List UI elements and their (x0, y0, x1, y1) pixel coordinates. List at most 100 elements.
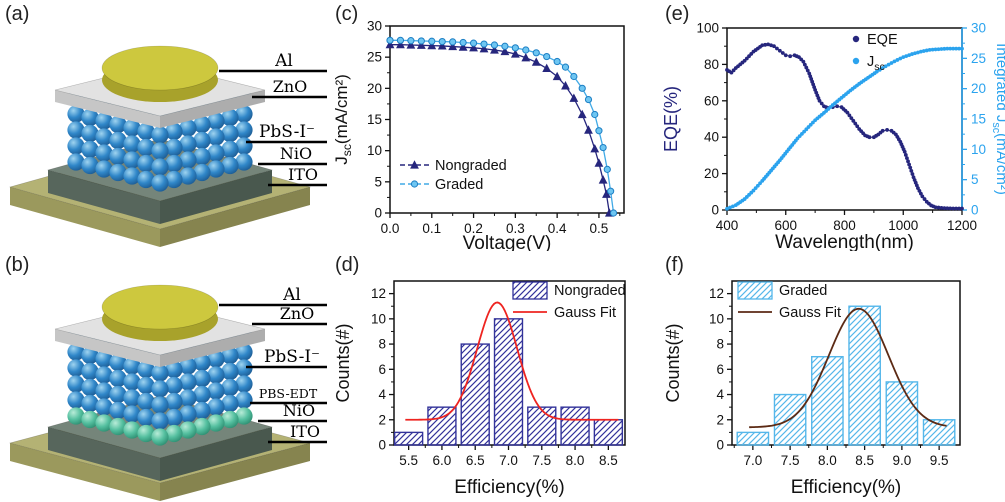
layer-callout: Al (219, 51, 327, 73)
marker (396, 39, 405, 49)
bar (527, 406, 557, 446)
marker (385, 39, 395, 49)
y-tick-label: 12 (709, 286, 724, 301)
layer-label: Al (274, 51, 293, 71)
panel-b: (b) Al ZnO PbS-I⁻ PBS-EDT NiO ITO (0, 251, 330, 502)
legend-label: Gauss Fit (554, 305, 616, 321)
marker (427, 40, 437, 50)
marker (584, 95, 593, 104)
layer-callout: ITO (268, 422, 327, 444)
layer-label: ITO (290, 422, 320, 441)
layer-label: ZnO (280, 304, 315, 323)
legend-label: Gauss Fit (779, 305, 841, 321)
layer-callout: ITO (268, 165, 327, 187)
layer-callout: ZnO (252, 77, 327, 99)
gauss-fit-curve (405, 301, 619, 421)
legend-entry-bars: Nongraded (512, 281, 626, 300)
legend-entry-graded: Graded (400, 177, 483, 193)
marker (570, 72, 578, 81)
series-eqe (725, 42, 964, 211)
x-axis-label: Efficiency(%) (791, 477, 902, 498)
marker (603, 165, 611, 173)
marker (609, 209, 618, 217)
y-tick-label: 40 (704, 130, 719, 145)
x-tick-label: 0.5 (590, 221, 609, 236)
bar (560, 406, 590, 446)
y-tick-label: 12 (371, 286, 386, 301)
marker (490, 41, 499, 49)
bar (811, 355, 844, 446)
marker (510, 49, 520, 58)
schematic-a: Al ZnO PbS-I⁻ NiO ITO (8, 45, 327, 247)
legend-entry-bars: Graded (737, 281, 827, 300)
panel-f: (f) 7.0 7.5 8.0 8.5 9.0 9.5 0 2 4 6 8 10 12 Efficienc… (660, 251, 1005, 502)
marker (595, 127, 603, 135)
x-tick-label: 9.0 (892, 453, 911, 468)
y-tick-label: 0 (716, 438, 724, 453)
x-tick-label: 600 (774, 218, 797, 233)
marker (410, 160, 419, 169)
bar (493, 318, 524, 446)
bar (460, 343, 490, 446)
marker (599, 143, 607, 152)
marker (511, 44, 519, 52)
chart-c: 0.0 0.1 0.2 0.3 0.4 0.5 0 5 10 15 20 25 30 Voltage(V)… (332, 19, 625, 251)
marker (410, 180, 419, 188)
legend-label: Jsc (867, 54, 885, 73)
panel-tag-c: (c) (335, 3, 359, 25)
y-tick-label: 0 (374, 206, 382, 221)
bar (885, 381, 919, 446)
marker (501, 42, 509, 50)
marker (459, 38, 467, 47)
chart-f: 7.0 7.5 8.0 8.5 9.0 9.5 0 2 4 6 8 10 12 Efficiency(%)… (663, 280, 961, 498)
x-tick-label: 800 (833, 218, 856, 233)
marker (602, 189, 611, 198)
marker (591, 110, 599, 119)
panel-e: (e) 400 600 800 1000 1200 0 20 40 60 80 100 0 5 10 15 2… (660, 0, 1005, 251)
layer-callout: Al (219, 285, 327, 307)
y-tick-label: 2 (378, 412, 386, 427)
layer-callout: NiO (258, 144, 327, 166)
marker (386, 36, 394, 44)
y-tick-label: 4 (378, 387, 386, 402)
y-tick-label: 6 (378, 362, 386, 377)
legend-label: Graded (779, 283, 827, 299)
marker (396, 36, 405, 44)
legend-entry-nongraded: Nongraded (400, 158, 507, 174)
marker (594, 158, 604, 167)
bar (848, 305, 881, 446)
marker (543, 52, 551, 61)
layer-label: ITO (288, 165, 318, 184)
legend-label: Nongraded (435, 158, 507, 174)
marker (561, 81, 570, 90)
y-axis-label: Counts(#) (333, 323, 353, 402)
y-axis-label-left: EQE(%) (661, 86, 681, 152)
y-tick-label: 100 (696, 21, 719, 36)
legend-label: Nongraded (554, 283, 626, 299)
y-tick-label: 10 (367, 143, 382, 158)
marker (569, 93, 579, 102)
marker (500, 46, 510, 56)
layer-label: NiO (280, 144, 312, 163)
x-tick-label: 1200 (947, 218, 977, 233)
marker (552, 71, 562, 81)
y-tick-label: 5 (374, 174, 382, 189)
layer-label: NiO (283, 401, 315, 420)
legend-label: Graded (435, 177, 483, 193)
y-tick-label: 0 (971, 203, 979, 218)
marker (522, 46, 530, 54)
layer-callout: NiO (258, 401, 327, 423)
x-tick-label: 0.4 (548, 221, 567, 236)
y-tick-label: 10 (709, 311, 724, 326)
marker (542, 63, 552, 72)
marker (448, 41, 458, 51)
bar (427, 406, 457, 446)
y-tick-label: 80 (704, 57, 719, 72)
marker (577, 109, 587, 119)
marker (406, 40, 416, 49)
y-tick-label: 8 (716, 337, 724, 352)
panel-d: (d) 5.5 6.0 6.5 7.0 7.5 8.0 8.5 0 2 4 6 8 10 12 Effici… (330, 251, 660, 502)
series-graded (386, 36, 618, 217)
marker (590, 143, 600, 153)
